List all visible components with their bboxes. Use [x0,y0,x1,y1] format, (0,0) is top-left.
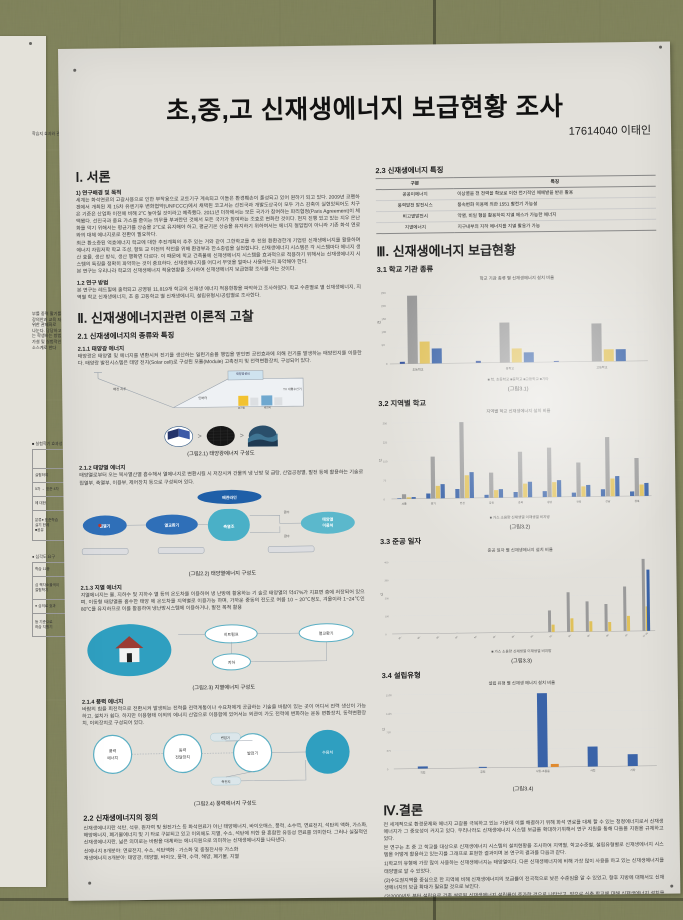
svg-text:150: 150 [381,317,386,321]
svg-text:92~: 92~ [455,635,460,639]
svg-text:지하: 지하 [228,659,236,665]
svg-text:중학교: 중학교 [506,365,515,370]
svg-text:수용처: 수용처 [322,749,333,755]
svg-text:100: 100 [381,330,386,334]
svg-text:02~: 02~ [550,634,555,638]
svg-text:고등학교: 고등학교 [596,364,607,369]
svg-text:경기: 경기 [431,501,437,505]
svg-text:300: 300 [383,422,388,426]
svg-text:풍력: 풍력 [109,747,117,753]
svg-text:TV 대형수신기: TV 대형수신기 [283,386,302,391]
svg-text:축열조: 축열조 [223,522,234,528]
svg-text:88~: 88~ [418,635,423,639]
svg-text:200: 200 [381,304,386,308]
svg-text:06~: 06~ [587,633,592,637]
svg-text:충남: 충남 [547,500,553,504]
svg-text:225: 225 [383,441,388,445]
svg-text:히트펌프: 히트펌프 [224,631,239,637]
svg-text:급수: 급수 [284,509,290,514]
svg-text:배관라인: 배관라인 [222,493,237,499]
svg-text:기타: 기타 [630,768,636,772]
svg-text:0: 0 [384,498,386,502]
svg-text:동력: 동력 [179,747,187,753]
svg-text:100: 100 [385,615,390,618]
svg-text:75: 75 [383,479,386,483]
svg-text:90~: 90~ [436,635,441,639]
svg-text:사립-초중등: 사립-초중등 [536,769,550,773]
svg-text:경북: 경북 [635,499,641,503]
svg-text:건: 건 [380,592,383,596]
svg-text:98~: 98~ [512,634,517,638]
svg-text:열교환기: 열교환기 [319,630,334,636]
svg-text:04~: 04~ [568,633,573,637]
svg-text:인천: 인천 [460,501,466,505]
svg-text:발전기: 발전기 [247,750,258,756]
svg-text:200: 200 [385,597,390,600]
svg-text:96~: 96~ [493,634,498,638]
svg-text:인버터: 인버터 [198,396,207,401]
svg-text:축전지: 축전지 [221,779,230,784]
svg-text:열교환기: 열교환기 [164,521,179,527]
svg-text:태양광설비: 태양광설비 [236,371,250,376]
svg-text:초등학교: 초등학교 [412,366,423,371]
svg-text:1125: 1125 [386,712,392,716]
svg-text:사립: 사립 [590,768,596,772]
svg-text:94~: 94~ [474,635,479,639]
svg-text:국립: 국립 [420,771,426,775]
svg-text:충북: 충북 [518,500,524,504]
svg-text:배전 지주: 배전 지주 [113,387,126,392]
svg-text:0: 0 [385,633,387,636]
svg-text:12~20: 12~20 [643,632,649,638]
svg-text:에너지: 에너지 [107,754,118,760]
svg-text:0: 0 [386,361,388,365]
svg-text:0: 0 [387,767,389,771]
svg-text:85~: 85~ [399,635,404,639]
svg-text:750: 750 [386,730,391,734]
svg-text:375: 375 [387,749,392,753]
svg-text:400: 400 [384,561,389,564]
svg-text:150: 150 [383,459,388,463]
svg-text:태양열: 태양열 [322,515,333,521]
svg-text:300: 300 [384,579,389,582]
svg-text:08~: 08~ [606,633,611,637]
svg-text:1500: 1500 [386,693,392,697]
svg-text:축전지: 축전지 [264,406,272,410]
svg-text:급수: 급수 [284,533,290,538]
svg-text:건: 건 [379,458,383,462]
svg-text:전북: 전북 [576,500,582,504]
svg-text:공립: 공립 [480,770,486,774]
svg-text:건: 건 [382,727,386,731]
svg-text:00~: 00~ [531,634,536,638]
svg-text:전남: 전남 [605,499,611,503]
svg-text:10~: 10~ [625,633,630,637]
svg-text:50: 50 [382,343,386,347]
svg-text:서울: 서울 [402,502,408,506]
svg-text:강원: 강원 [489,501,495,505]
svg-text:분전함: 분전함 [238,406,246,410]
svg-text:이용처: 이용처 [322,521,333,527]
svg-text:250: 250 [381,291,386,295]
svg-text:전달장치: 전달장치 [175,754,190,760]
svg-text:변압기: 변압기 [221,735,230,740]
